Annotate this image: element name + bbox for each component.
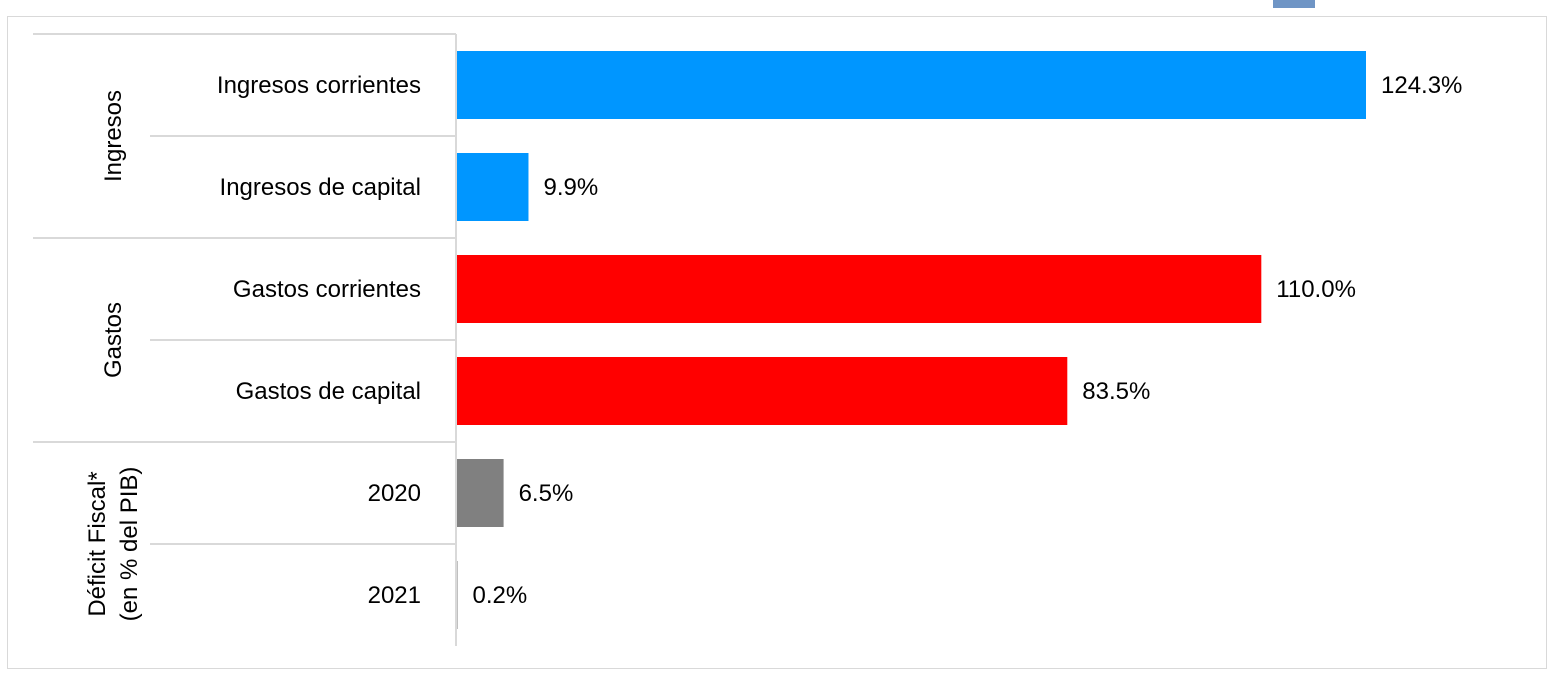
header-strip [1273, 0, 1315, 8]
category-label-ingresos-de-capital: Ingresos de capital [220, 174, 421, 201]
bar-gastos-de-capital [456, 357, 1068, 425]
category-label-2020: 2020 [368, 480, 421, 507]
category-label-ingresos-corrientes: Ingresos corrientes [217, 72, 421, 99]
group-label-line: Déficit Fiscal* [84, 471, 111, 616]
group-label-line: (en % del PIB) [116, 467, 143, 622]
data-label-gastos-de-capital: 83.5% [1082, 378, 1150, 405]
group-label-line: Gastos [100, 302, 127, 378]
data-label-ingresos-de-capital: 9.9% [543, 174, 598, 201]
data-label-2021: 0.2% [473, 582, 528, 609]
group-label-gastos: Gastos [100, 302, 127, 378]
group-labels: Ingresos Gastos Déficit Fiscal* (en % del P… [84, 90, 143, 621]
data-label-2020: 6.5% [519, 480, 574, 507]
bars [456, 51, 1366, 629]
data-labels: 124.3% 9.9% 110.0% 83.5% 6.5% 0.2% [473, 72, 1463, 609]
bar-ingresos-de-capital [456, 153, 529, 221]
bar-ingresos-corrientes [456, 51, 1366, 119]
category-label-gastos-corrientes: Gastos corrientes [233, 276, 421, 303]
category-label-2021: 2021 [368, 582, 421, 609]
chart-frame [7, 16, 1547, 669]
group-label-ingresos: Ingresos [100, 90, 127, 182]
group-label-deficit-fiscal-en-del-pib: Déficit Fiscal* (en % del PIB) [84, 467, 143, 622]
data-label-ingresos-corrientes: 124.3% [1381, 72, 1462, 99]
category-label-gastos-de-capital: Gastos de capital [236, 378, 421, 405]
data-label-gastos-corrientes: 110.0% [1276, 276, 1356, 303]
category-labels: Ingresos corrientes Ingresos de capital Ga… [217, 72, 421, 609]
bar-gastos-corrientes [456, 255, 1262, 323]
row-dividers [33, 33, 456, 545]
group-label-line: Ingresos [100, 90, 127, 182]
bar-2020 [456, 459, 504, 527]
